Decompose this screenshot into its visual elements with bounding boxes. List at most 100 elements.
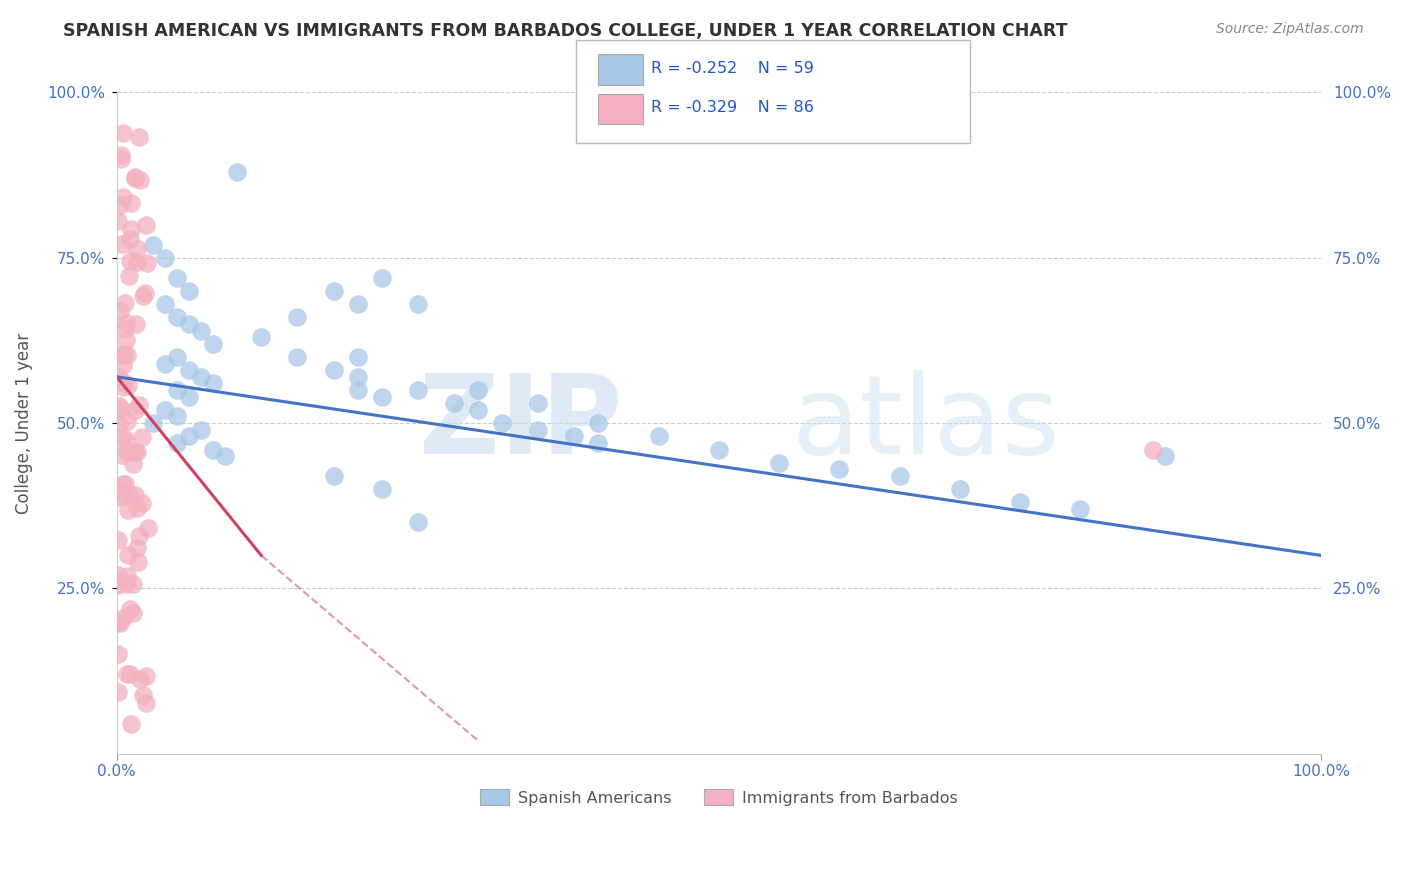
Point (111, 379, 134, 393)
Point (346, 369, 368, 384)
Point (202, 376, 225, 391)
Point (588, 416, 610, 430)
Point (120, 717, 142, 731)
Point (117, 377, 139, 392)
Point (136, 521, 159, 535)
Point (118, 232, 141, 246)
Point (202, 336, 225, 351)
Point (124, 171, 146, 186)
Point (443, 396, 465, 410)
Point (124, 403, 146, 417)
Point (127, 242, 149, 256)
Point (648, 429, 671, 443)
Point (115, 348, 138, 362)
Point (108, 197, 131, 211)
Point (117, 577, 139, 591)
Point (768, 456, 790, 470)
Point (115, 434, 138, 448)
Point (177, 390, 200, 404)
Point (107, 615, 129, 629)
Point (110, 148, 132, 162)
Point (117, 414, 139, 428)
Point (166, 436, 188, 450)
Point (115, 444, 138, 458)
Point (117, 549, 139, 563)
Point (120, 195, 142, 210)
Text: ZIP: ZIP (419, 369, 623, 476)
Point (111, 236, 134, 251)
Point (107, 567, 129, 582)
Point (190, 324, 212, 338)
Text: atlas: atlas (792, 369, 1060, 476)
Point (127, 541, 149, 555)
Point (120, 222, 142, 236)
Point (322, 469, 344, 483)
Point (142, 416, 165, 430)
Point (564, 429, 586, 443)
Text: R = -0.329    N = 86: R = -0.329 N = 86 (651, 101, 814, 115)
Point (949, 482, 972, 496)
Point (214, 449, 236, 463)
Point (134, 286, 156, 301)
Point (128, 672, 150, 686)
Point (114, 322, 136, 336)
Point (1069, 502, 1091, 516)
Point (107, 214, 129, 228)
Point (177, 317, 200, 331)
Point (153, 251, 176, 265)
Point (322, 363, 344, 377)
Y-axis label: College, Under 1 year: College, Under 1 year (15, 333, 32, 514)
Point (166, 383, 188, 397)
Point (142, 237, 165, 252)
Point (124, 169, 146, 184)
Point (107, 685, 129, 699)
Point (108, 399, 131, 413)
Point (110, 615, 132, 630)
Point (117, 502, 139, 516)
Point (707, 442, 730, 457)
Point (132, 289, 155, 303)
Point (370, 270, 392, 285)
Point (112, 190, 135, 204)
Point (166, 409, 188, 424)
Point (115, 569, 138, 583)
Point (127, 556, 149, 570)
Point (111, 487, 134, 501)
Point (190, 369, 212, 384)
Point (128, 173, 150, 187)
Point (406, 516, 429, 530)
Point (322, 284, 344, 298)
Point (120, 602, 142, 616)
Point (406, 297, 429, 311)
Point (120, 667, 142, 681)
Point (250, 330, 273, 344)
Point (108, 304, 131, 318)
Point (111, 376, 134, 390)
Point (166, 270, 188, 285)
Point (177, 284, 200, 298)
Point (153, 357, 176, 371)
Point (122, 457, 145, 471)
Point (128, 529, 150, 543)
Point (346, 350, 368, 364)
Text: R = -0.252    N = 59: R = -0.252 N = 59 (651, 62, 814, 76)
Point (287, 350, 309, 364)
Point (202, 442, 225, 457)
Point (527, 423, 550, 437)
Point (491, 416, 513, 430)
Point (125, 317, 148, 331)
Point (406, 383, 429, 397)
Point (135, 218, 157, 232)
Point (110, 401, 132, 416)
Point (135, 669, 157, 683)
Point (107, 578, 129, 592)
Point (124, 445, 146, 459)
Point (111, 611, 134, 625)
Point (115, 667, 138, 681)
Point (131, 496, 153, 510)
Point (346, 383, 368, 397)
Point (111, 126, 134, 140)
Point (115, 334, 138, 348)
Point (527, 396, 550, 410)
Point (370, 390, 392, 404)
